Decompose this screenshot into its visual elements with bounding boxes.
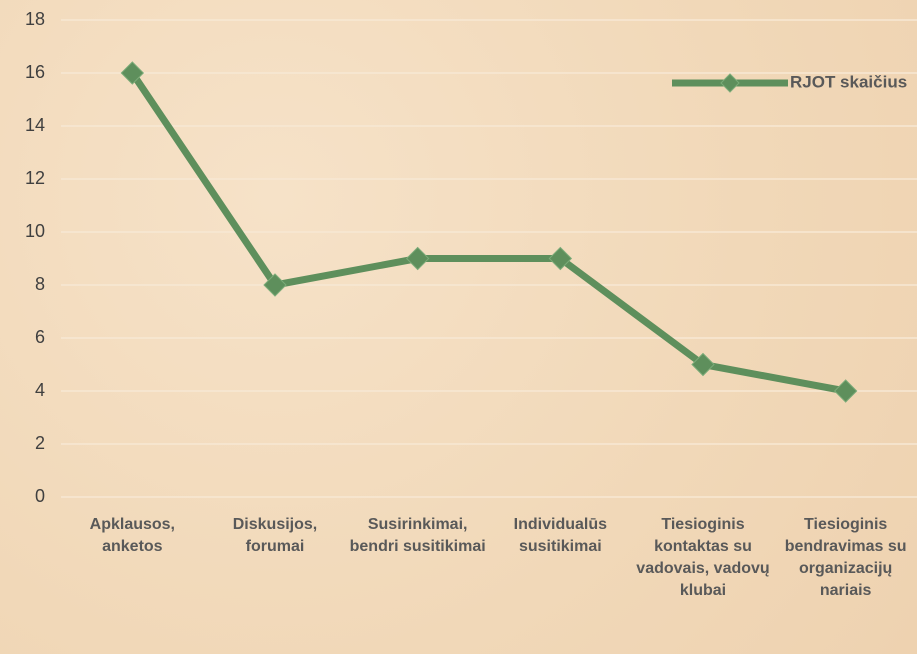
x-tick-label: Individualūs susitikimai: [513, 516, 607, 555]
y-tick-label: 0: [35, 486, 45, 506]
y-tick-label: 6: [35, 327, 45, 347]
series-line: [129, 71, 847, 395]
y-tick-label: 8: [35, 274, 45, 294]
y-tick-label: 12: [25, 168, 45, 188]
y-tick-label: 4: [35, 380, 45, 400]
x-tick-label: Diskusijos, forumai: [232, 516, 318, 555]
marker: [833, 379, 858, 403]
marker: [691, 352, 715, 377]
x-tick-label: Susirinkimai, bendri susitikimai: [349, 516, 486, 555]
marker: [548, 246, 573, 271]
y-tick-label: 16: [25, 62, 45, 82]
marker: [405, 246, 430, 271]
x-tick-label: Tiesioginis kontaktas su vadovais, vadov…: [636, 516, 770, 599]
marker: [120, 61, 145, 85]
legend-marker: [720, 73, 740, 93]
x-tick-label: Apklausos, anketos: [89, 516, 175, 555]
legend-label: RJOT skaičius: [790, 72, 907, 91]
y-tick-label: 14: [25, 115, 45, 135]
y-tick-label: 10: [25, 221, 45, 241]
marker: [263, 273, 287, 297]
y-tick-label: 2: [35, 433, 45, 453]
y-tick-label: 18: [25, 9, 45, 29]
x-tick-label: Tiesioginis bendravimas su organizacijų …: [784, 516, 907, 599]
